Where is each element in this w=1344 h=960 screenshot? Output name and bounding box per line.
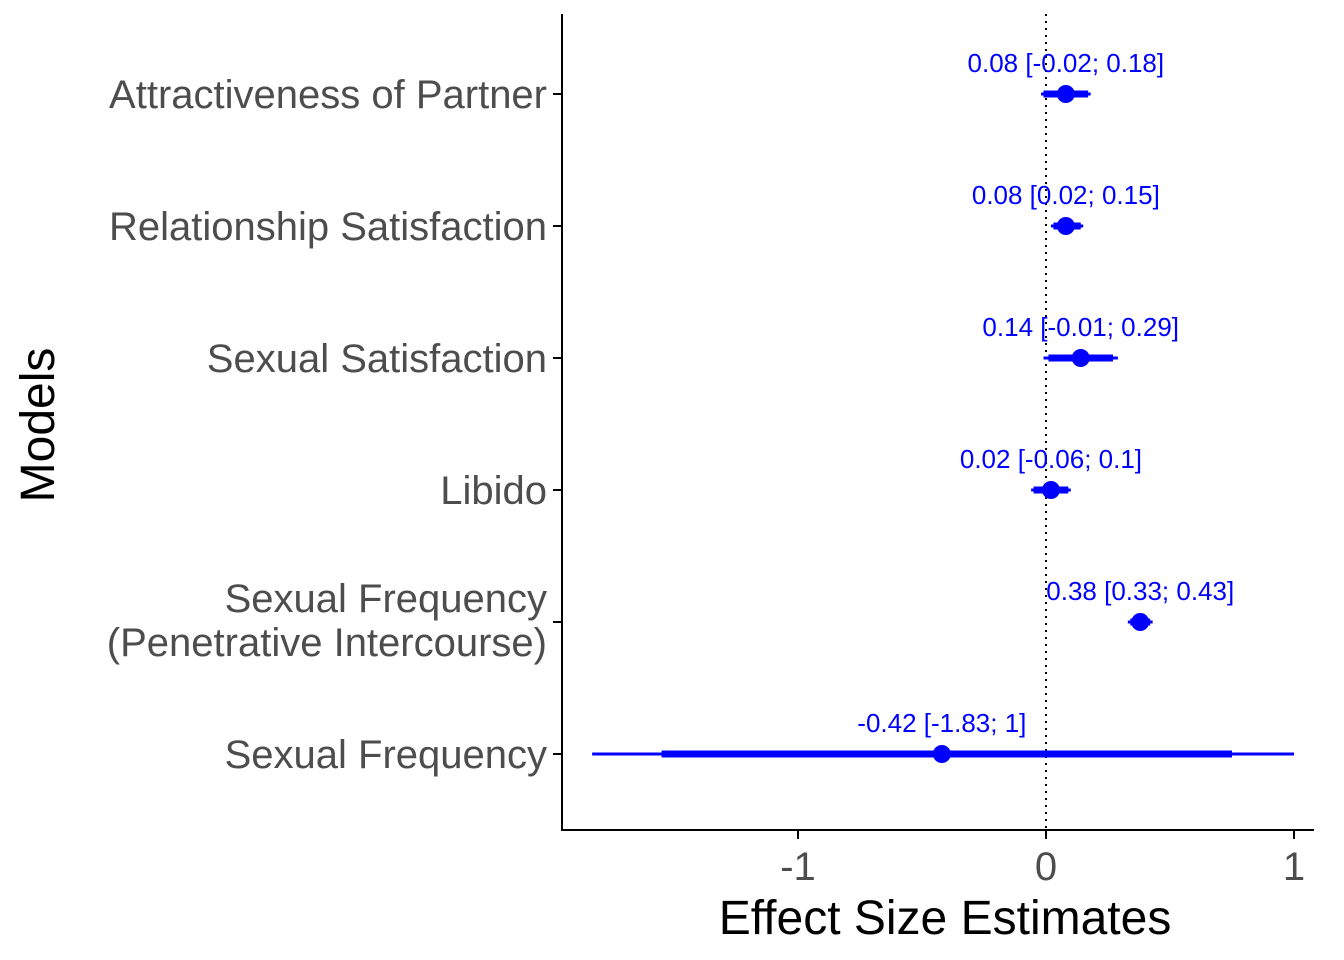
- plot-area: 0.08 [-0.02; 0.18] 0.08 [0.02; 0.15] 0.14 …: [592, 14, 1294, 830]
- y-tick-label: Attractiveness of Partner: [109, 73, 547, 117]
- y-tick-label: Sexual Frequency: [225, 733, 547, 777]
- point-estimate: [1056, 217, 1075, 235]
- x-axis-title: Effect Size Estimates: [719, 892, 1172, 945]
- x-tick-label: -1: [780, 845, 816, 889]
- estimate-label: 0.14 [-0.01; 0.29]: [982, 312, 1179, 342]
- point-estimate: [1056, 85, 1075, 103]
- point-estimate: [932, 745, 951, 763]
- y-tick-label: Relationship Satisfaction: [109, 205, 547, 249]
- estimate-label: 0.02 [-0.06; 0.1]: [960, 444, 1142, 474]
- y-axis-title: Models: [12, 348, 65, 503]
- y-tick-label-line: (Penetrative Intercourse): [107, 621, 547, 665]
- estimate-label: 0.08 [-0.02; 0.18]: [968, 48, 1165, 78]
- y-tick-label-line: Sexual Satisfaction: [207, 337, 547, 381]
- estimate-label: 0.38 [0.33; 0.43]: [1046, 576, 1234, 606]
- y-tick-label-line: Sexual Frequency: [225, 733, 547, 777]
- y-tick-label-line: Attractiveness of Partner: [109, 73, 547, 117]
- y-tick-label-line: Sexual Frequency: [225, 577, 547, 621]
- x-tick-label: 0: [1035, 845, 1057, 889]
- y-tick-label-line: Libido: [440, 469, 547, 513]
- estimate-label: 0.08 [0.02; 0.15]: [972, 180, 1160, 210]
- point-estimate: [1131, 613, 1150, 631]
- x-tick-label: 1: [1283, 845, 1305, 889]
- point-estimate: [1041, 481, 1060, 499]
- y-tick-label: Sexual Satisfaction: [207, 337, 547, 381]
- estimate-label: -0.42 [-1.83; 1]: [857, 708, 1026, 738]
- y-tick-label: Sexual Frequency (Penetrative Intercourse…: [107, 577, 547, 665]
- point-estimate: [1071, 349, 1090, 367]
- y-tick-label: Libido: [440, 469, 547, 513]
- y-tick-label-line: Relationship Satisfaction: [109, 205, 547, 249]
